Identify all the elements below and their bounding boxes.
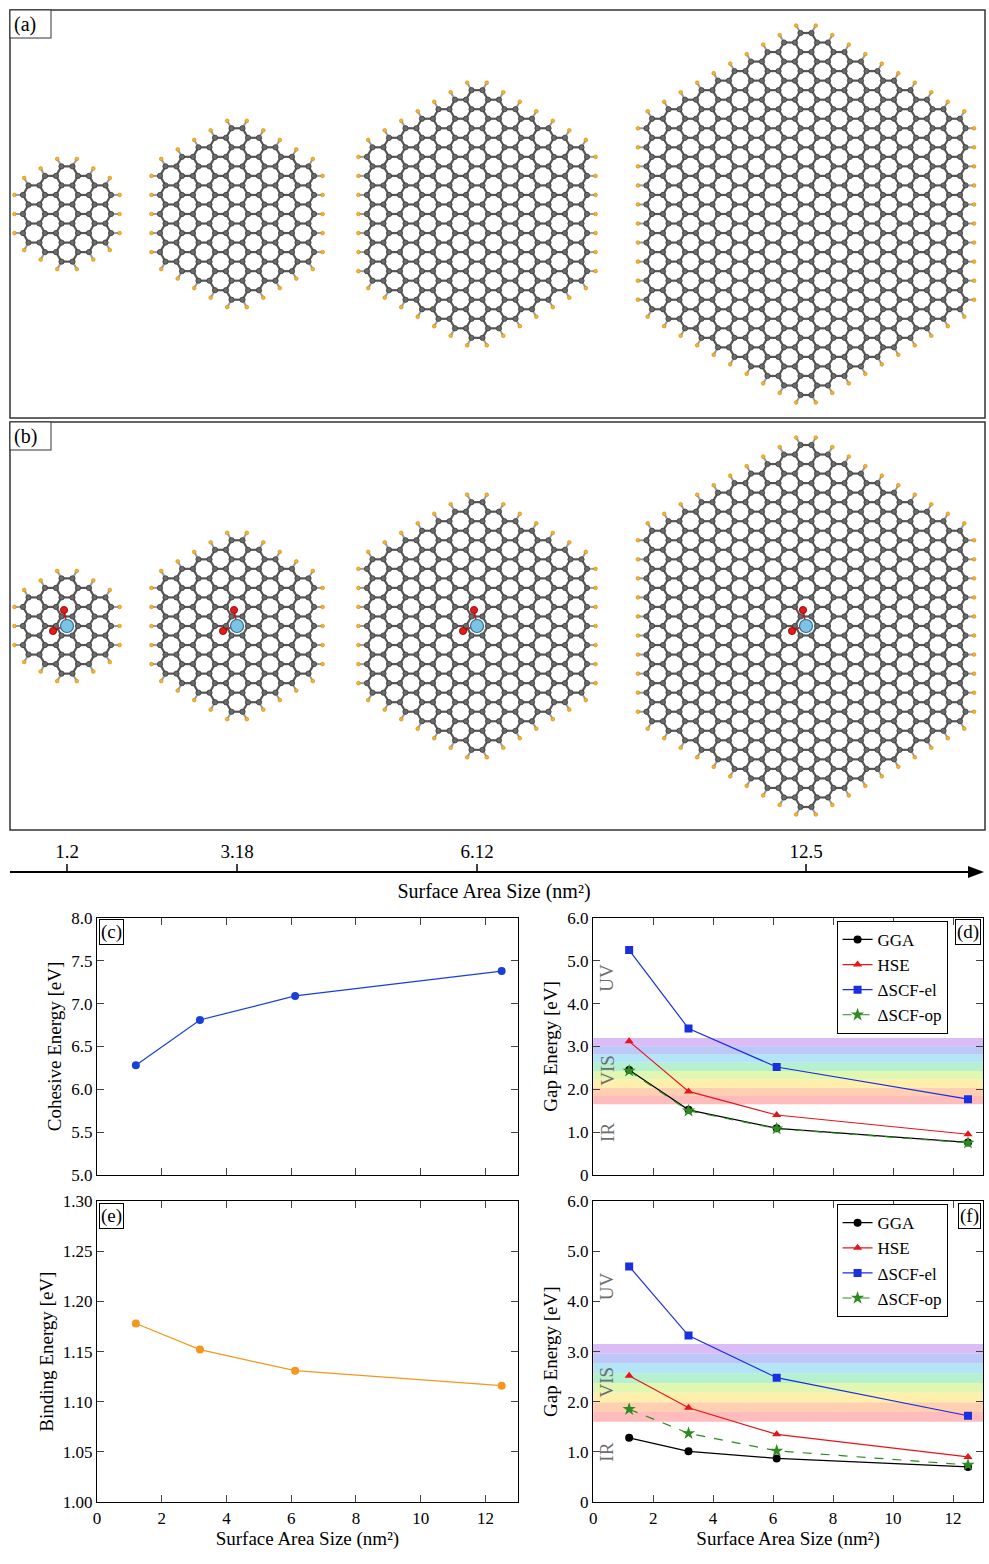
svg-text:1.0: 1.0 (567, 1443, 588, 1462)
svg-text:GGA: GGA (878, 1214, 916, 1233)
svg-text:(a): (a) (14, 13, 36, 36)
svg-text:4.0: 4.0 (567, 995, 588, 1014)
svg-text:1.2: 1.2 (55, 841, 79, 862)
svg-text:Surface Area Size (nm²): Surface Area Size (nm²) (696, 1528, 879, 1550)
svg-text:ΔSCF-op: ΔSCF-op (878, 1290, 942, 1309)
svg-text:Surface Area Size (nm²): Surface Area Size (nm²) (216, 1528, 399, 1550)
svg-text:GGA: GGA (878, 931, 916, 950)
svg-text:Surface Area Size (nm²): Surface Area Size (nm²) (397, 880, 590, 903)
svg-text:2: 2 (158, 1509, 167, 1528)
svg-text:8: 8 (829, 1509, 838, 1528)
svg-text:(f): (f) (960, 1205, 979, 1227)
svg-text:(e): (e) (101, 1205, 122, 1227)
svg-text:HSE: HSE (878, 1239, 910, 1258)
svg-text:2.0: 2.0 (567, 1080, 588, 1099)
svg-text:1.05: 1.05 (63, 1443, 93, 1462)
svg-text:4: 4 (709, 1509, 718, 1528)
svg-text:6.0: 6.0 (567, 909, 588, 928)
svg-text:0: 0 (93, 1509, 102, 1528)
svg-text:12: 12 (945, 1509, 962, 1528)
svg-text:(c): (c) (101, 921, 122, 943)
svg-text:0: 0 (580, 1166, 589, 1185)
svg-text:UV: UV (596, 964, 617, 992)
svg-text:UV: UV (596, 1273, 617, 1301)
svg-text:5.0: 5.0 (567, 952, 588, 971)
svg-text:VIS: VIS (597, 1055, 618, 1086)
svg-text:1.15: 1.15 (63, 1343, 93, 1362)
svg-text:Gap Energy [eV]: Gap Energy [eV] (540, 1286, 561, 1417)
svg-text:10: 10 (885, 1509, 902, 1528)
svg-text:6.5: 6.5 (71, 1037, 92, 1056)
svg-text:6.0: 6.0 (71, 1080, 92, 1099)
svg-text:3.0: 3.0 (567, 1343, 588, 1362)
svg-text:Binding Energy [eV]: Binding Energy [eV] (36, 1272, 57, 1432)
svg-text:1.20: 1.20 (63, 1292, 93, 1311)
svg-text:Cohesive Energy [eV]: Cohesive Energy [eV] (44, 962, 65, 1132)
svg-text:(d): (d) (957, 921, 979, 943)
svg-text:8: 8 (352, 1509, 361, 1528)
svg-text:7.5: 7.5 (71, 952, 92, 971)
svg-text:5.0: 5.0 (71, 1166, 92, 1185)
svg-text:1.25: 1.25 (63, 1242, 93, 1261)
svg-text:2.0: 2.0 (567, 1393, 588, 1412)
svg-text:4: 4 (222, 1509, 231, 1528)
svg-text:8.0: 8.0 (71, 909, 92, 928)
svg-text:1.10: 1.10 (63, 1393, 93, 1412)
svg-text:4.0: 4.0 (567, 1292, 588, 1311)
svg-text:3.0: 3.0 (567, 1037, 588, 1056)
svg-text:7.0: 7.0 (71, 995, 92, 1014)
svg-text:ΔSCF-el: ΔSCF-el (878, 1265, 937, 1284)
svg-text:12: 12 (477, 1509, 494, 1528)
svg-text:2: 2 (649, 1509, 658, 1528)
svg-text:IR: IR (597, 1123, 618, 1142)
svg-text:6: 6 (287, 1509, 296, 1528)
svg-text:VIS: VIS (596, 1367, 617, 1398)
svg-text:IR: IR (596, 1442, 617, 1461)
svg-text:5.5: 5.5 (71, 1123, 92, 1142)
svg-text:6: 6 (769, 1509, 778, 1528)
svg-text:ΔSCF-el: ΔSCF-el (878, 981, 937, 1000)
svg-text:6.12: 6.12 (460, 841, 493, 862)
svg-text:5.0: 5.0 (567, 1242, 588, 1261)
svg-text:3.18: 3.18 (220, 841, 253, 862)
svg-text:6.0: 6.0 (567, 1192, 588, 1211)
svg-text:10: 10 (412, 1509, 429, 1528)
svg-text:12.5: 12.5 (789, 841, 822, 862)
svg-text:(b): (b) (14, 425, 37, 448)
svg-text:0: 0 (589, 1509, 598, 1528)
svg-text:1.00: 1.00 (63, 1493, 93, 1512)
svg-text:1.30: 1.30 (63, 1192, 93, 1211)
svg-text:HSE: HSE (878, 956, 910, 975)
svg-text:ΔSCF-op: ΔSCF-op (878, 1006, 942, 1025)
svg-text:0: 0 (580, 1493, 589, 1512)
svg-text:1.0: 1.0 (567, 1123, 588, 1142)
svg-text:Gap Energy [eV]: Gap Energy [eV] (540, 981, 561, 1112)
